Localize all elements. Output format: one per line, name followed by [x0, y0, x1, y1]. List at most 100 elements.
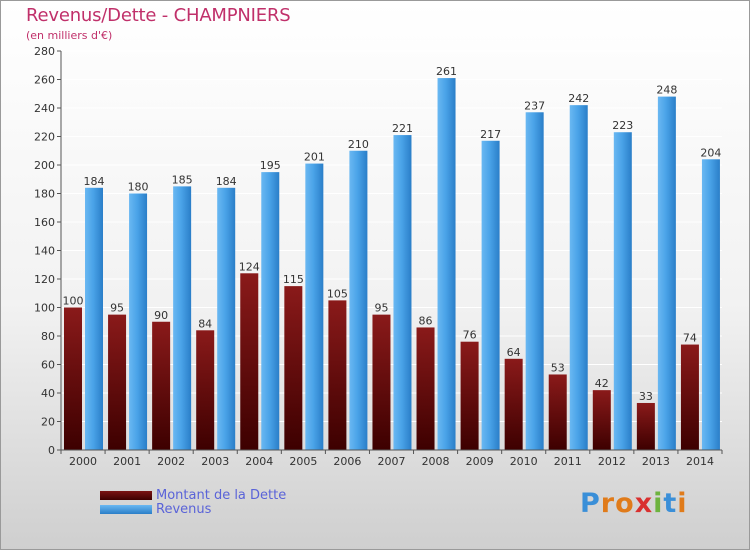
data-label-dette: 124	[239, 260, 260, 273]
grid-layer	[61, 50, 722, 451]
y-tick-label: 220	[34, 131, 55, 144]
bar-revenus	[349, 150, 368, 450]
data-label-dette: 100	[63, 295, 84, 308]
data-label-revenus: 217	[480, 128, 501, 141]
legend-swatch-revenus	[100, 504, 152, 514]
data-label-dette: 33	[639, 390, 653, 403]
data-label-revenus: 261	[436, 65, 457, 78]
logo-letter: P	[580, 488, 601, 519]
x-tick-label: 2008	[422, 455, 450, 468]
bar-dette	[680, 344, 699, 450]
y-tick-label: 200	[34, 159, 55, 172]
bar-revenus	[173, 186, 192, 450]
y-tick-label: 240	[34, 102, 55, 115]
labels-layer: 100 184 95 180 90 185 84 184 124 195 115 201 105 210 9…	[63, 65, 722, 403]
bar-revenus	[217, 187, 236, 451]
data-label-revenus: 221	[392, 122, 413, 135]
x-tick-label: 2009	[466, 455, 494, 468]
bar-dette	[196, 330, 215, 450]
logo-letter: t	[663, 488, 678, 519]
data-label-dette: 86	[419, 314, 433, 327]
bar-dette	[152, 321, 171, 450]
bar-revenus	[393, 135, 412, 450]
bar-revenus	[657, 96, 676, 450]
legend-label-dette: Montant de la Dette	[156, 487, 287, 503]
data-label-revenus: 223	[612, 119, 633, 132]
legend-label-revenus: Revenus	[156, 501, 212, 517]
bar-dette	[548, 374, 567, 450]
x-tick-label: 2010	[510, 455, 538, 468]
data-label-revenus: 195	[260, 159, 281, 172]
y-tick-label: 120	[34, 273, 55, 286]
logo-letter: o	[615, 488, 635, 519]
data-label-revenus: 184	[84, 175, 105, 188]
bar-dette	[64, 307, 82, 450]
data-label-revenus: 184	[216, 175, 237, 188]
data-label-revenus: 185	[172, 173, 193, 186]
axis-layer: 0 20 40 60 80 100 120 140 160 180 200 220 240 260 280 2…	[34, 45, 723, 468]
x-tick-label: 2002	[157, 455, 185, 468]
data-label-dette: 42	[595, 377, 609, 390]
x-tick-label: 2006	[333, 455, 361, 468]
data-label-dette: 76	[463, 329, 477, 342]
x-tick-label: 2011	[554, 455, 582, 468]
data-label-dette: 95	[110, 302, 124, 315]
x-tick-label: 2014	[686, 455, 714, 468]
legend-item-revenus: Revenus	[100, 501, 212, 517]
bars-layer	[64, 78, 720, 451]
x-tick-label: 2004	[245, 455, 273, 468]
data-label-dette: 115	[283, 273, 304, 286]
bar-dette	[108, 314, 127, 450]
bar-revenus	[569, 105, 588, 451]
data-label-dette: 53	[551, 361, 565, 374]
bar-revenus	[129, 193, 148, 450]
data-label-revenus: 180	[128, 181, 149, 194]
data-label-revenus: 248	[656, 84, 677, 97]
bar-revenus	[85, 187, 103, 451]
bar-revenus	[305, 163, 324, 450]
data-label-revenus: 201	[304, 151, 325, 164]
y-tick-label: 180	[34, 188, 55, 201]
data-label-revenus: 237	[524, 99, 545, 112]
y-tick-label: 100	[34, 302, 55, 315]
bar-dette	[636, 402, 655, 450]
x-tick-label: 2000	[69, 455, 97, 468]
x-tick-label: 2005	[289, 455, 317, 468]
y-tick-label: 260	[34, 74, 55, 87]
y-tick-label: 280	[34, 45, 55, 58]
legend-swatch-dette	[100, 490, 152, 500]
bar-dette	[504, 358, 523, 450]
bar-revenus	[701, 159, 720, 451]
bar-revenus	[481, 140, 500, 450]
bar-revenus	[437, 78, 456, 450]
bar-revenus	[613, 132, 632, 450]
proxiti-logo: Proxiti	[580, 488, 688, 519]
bar-dette	[592, 390, 611, 450]
y-tick-label: 140	[34, 245, 55, 258]
logo-letter: i	[653, 488, 664, 519]
bar-dette	[284, 286, 303, 450]
bar-dette	[240, 273, 259, 450]
logo-letter: r	[600, 488, 616, 519]
data-label-revenus: 242	[568, 92, 589, 105]
data-label-dette: 84	[198, 317, 212, 330]
x-tick-label: 2003	[201, 455, 229, 468]
chart-title: Revenus/Dette - CHAMPNIERS	[26, 5, 291, 26]
y-tick-label: 40	[41, 387, 55, 400]
bar-dette	[372, 314, 391, 450]
y-tick-label: 60	[41, 359, 55, 372]
data-label-revenus: 210	[348, 138, 369, 151]
logo-letter: i	[677, 488, 688, 519]
bar-dette	[460, 341, 479, 450]
chart-subtitle: (en milliers d'€)	[26, 29, 113, 42]
x-tick-label: 2007	[378, 455, 406, 468]
data-label-revenus: 204	[700, 146, 721, 159]
data-label-dette: 105	[327, 287, 348, 300]
data-label-dette: 90	[154, 309, 168, 322]
bar-revenus	[261, 172, 280, 450]
data-label-dette: 95	[374, 302, 388, 315]
bar-revenus	[525, 112, 544, 451]
bar-dette	[328, 300, 347, 450]
x-tick-label: 2013	[642, 455, 670, 468]
